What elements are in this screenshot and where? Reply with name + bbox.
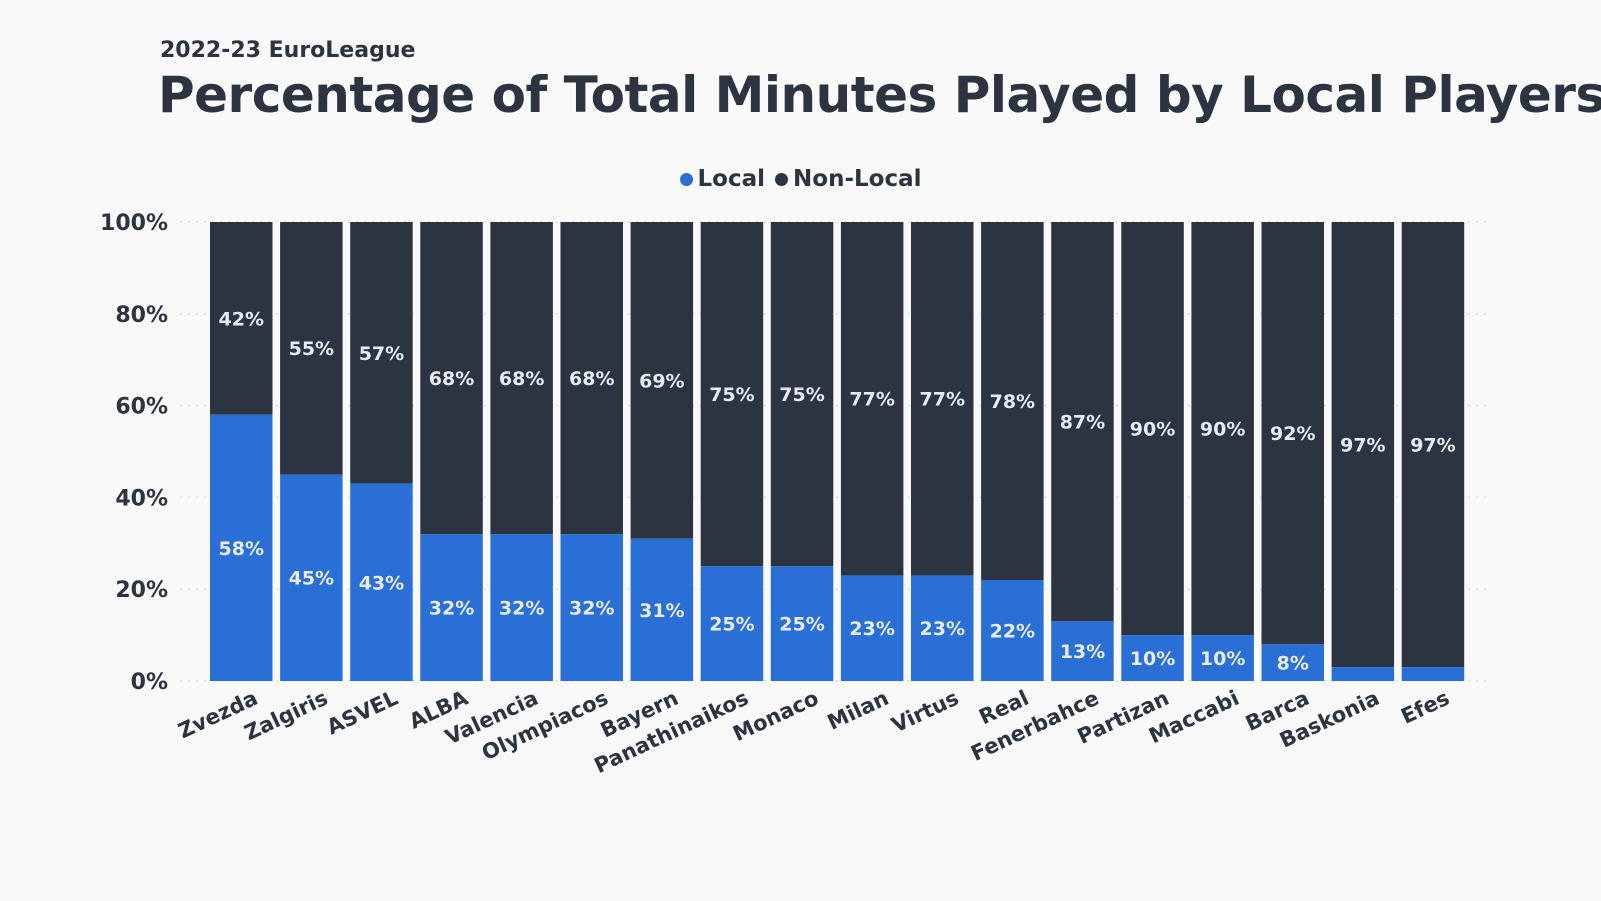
data-label-non-local: 90% bbox=[1130, 419, 1175, 441]
y-tick-label: 40% bbox=[115, 486, 168, 511]
legend: Local Non-Local bbox=[0, 166, 1601, 192]
x-tick-label: Milan bbox=[824, 686, 893, 735]
bar-local bbox=[280, 474, 343, 681]
bar-non-local bbox=[1331, 222, 1395, 668]
chart-subtitle: 2022-23 EuroLeague bbox=[160, 38, 416, 63]
bar-local bbox=[350, 483, 413, 681]
legend-local-dot bbox=[679, 172, 693, 186]
data-label-non-local: 78% bbox=[990, 391, 1035, 413]
bar-non-local bbox=[1401, 222, 1465, 668]
bar-local bbox=[630, 538, 694, 681]
data-label-non-local: 57% bbox=[359, 343, 404, 365]
bar-non-local bbox=[490, 222, 553, 535]
bar-non-local bbox=[560, 222, 623, 535]
legend-item-local[interactable]: Local bbox=[679, 166, 766, 192]
bar-non-local bbox=[1191, 222, 1254, 636]
y-tick-label: 100% bbox=[100, 211, 168, 236]
bar-local bbox=[1401, 667, 1465, 681]
bar-local bbox=[420, 534, 483, 681]
data-label-non-local: 97% bbox=[1410, 435, 1455, 457]
data-label-non-local: 42% bbox=[219, 308, 264, 330]
data-label-non-local: 92% bbox=[1270, 423, 1315, 445]
data-label-non-local: 68% bbox=[429, 368, 474, 390]
bar-local bbox=[770, 566, 834, 681]
data-label-local: 58% bbox=[219, 538, 264, 560]
legend-non-local-dot bbox=[775, 172, 789, 186]
data-label-non-local: 77% bbox=[849, 389, 894, 411]
legend-non-local-label: Non-Local bbox=[793, 166, 922, 192]
bar-local bbox=[981, 580, 1044, 681]
data-label-local: 25% bbox=[709, 614, 754, 636]
data-label-local: 23% bbox=[920, 618, 965, 640]
data-label-local: 32% bbox=[429, 598, 474, 620]
data-label-non-local: 55% bbox=[289, 338, 334, 360]
legend-local-label: Local bbox=[697, 166, 766, 192]
data-label-local: 10% bbox=[1200, 648, 1245, 670]
data-label-non-local: 90% bbox=[1200, 419, 1245, 441]
bar-local bbox=[1261, 644, 1324, 681]
bar-non-local bbox=[700, 222, 764, 567]
bar-local bbox=[911, 575, 974, 681]
data-label-local: 45% bbox=[289, 568, 334, 590]
x-tick-label: Virtus bbox=[888, 686, 962, 738]
data-label-local: 25% bbox=[779, 614, 824, 636]
y-tick-label: 60% bbox=[115, 395, 168, 420]
data-label-local: 22% bbox=[990, 621, 1035, 643]
bar-local bbox=[560, 534, 623, 681]
bar-local bbox=[700, 566, 764, 681]
data-label-local: 8% bbox=[1277, 653, 1309, 675]
data-label-local: 31% bbox=[639, 600, 684, 622]
data-label-local: 32% bbox=[569, 598, 614, 620]
bar-non-local bbox=[280, 222, 343, 475]
bar-non-local bbox=[770, 222, 834, 567]
data-label-non-local: 87% bbox=[1060, 412, 1105, 434]
chart-title: Percentage of Total Minutes Played by Lo… bbox=[158, 66, 1601, 124]
x-tick-label: ASVEL bbox=[323, 686, 401, 740]
data-label-non-local: 75% bbox=[709, 384, 754, 406]
y-tick-label: 0% bbox=[131, 670, 168, 695]
bar-local bbox=[1051, 621, 1114, 681]
legend-item-non-local[interactable]: Non-Local bbox=[775, 166, 921, 192]
bar-non-local bbox=[1261, 222, 1324, 645]
bar-non-local bbox=[911, 222, 974, 576]
data-label-non-local: 97% bbox=[1340, 435, 1385, 457]
bar-local bbox=[490, 534, 553, 681]
data-label-local: 13% bbox=[1060, 641, 1105, 663]
bar-non-local bbox=[210, 222, 273, 415]
data-label-non-local: 69% bbox=[639, 370, 684, 392]
data-label-non-local: 77% bbox=[920, 389, 965, 411]
bar-local bbox=[1191, 635, 1254, 681]
bar-non-local bbox=[1051, 222, 1114, 622]
bar-non-local bbox=[1121, 222, 1184, 636]
x-tick-label: Efes bbox=[1397, 686, 1453, 729]
bar-local bbox=[840, 575, 904, 681]
data-label-local: 32% bbox=[499, 598, 544, 620]
data-label-local: 43% bbox=[359, 572, 404, 594]
bar-local bbox=[1331, 667, 1395, 681]
y-tick-label: 80% bbox=[115, 303, 168, 328]
bar-non-local bbox=[981, 222, 1044, 581]
bar-local bbox=[210, 414, 273, 681]
bar-non-local bbox=[350, 222, 413, 484]
bar-non-local bbox=[840, 222, 904, 576]
y-tick-label: 20% bbox=[115, 578, 168, 603]
data-label-non-local: 75% bbox=[779, 384, 824, 406]
data-label-local: 23% bbox=[849, 618, 894, 640]
bar-non-local bbox=[420, 222, 483, 535]
bar-non-local bbox=[630, 222, 694, 539]
data-label-non-local: 68% bbox=[499, 368, 544, 390]
bar-local bbox=[1121, 635, 1184, 681]
data-label-local: 10% bbox=[1130, 648, 1175, 670]
data-label-non-local: 68% bbox=[569, 368, 614, 390]
